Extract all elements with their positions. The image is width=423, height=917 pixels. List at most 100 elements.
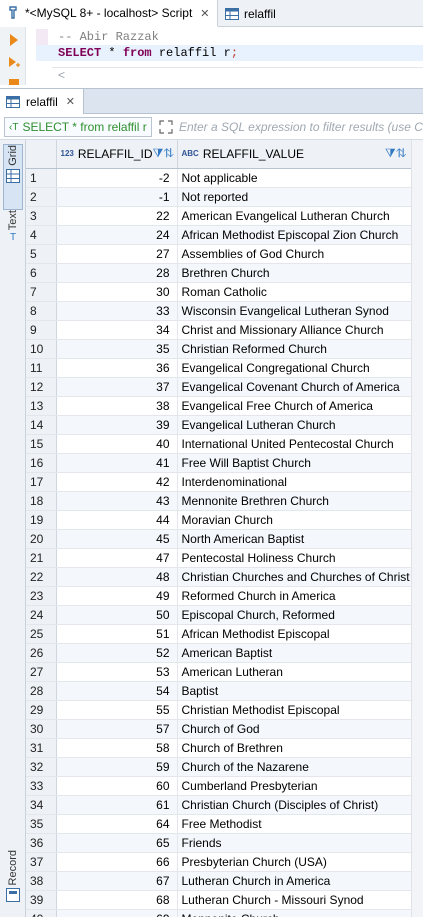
cell-relaffil-value[interactable]: Evangelical Covenant Church of America <box>177 377 412 397</box>
cell-relaffil-id[interactable]: 61 <box>56 795 178 815</box>
cell-relaffil-value[interactable]: Cumberland Presbyterian <box>177 776 412 796</box>
cell-relaffil-value[interactable]: Reformed Church in America <box>177 586 412 606</box>
cell-relaffil-value[interactable]: Christ and Missionary Alliance Church <box>177 320 412 340</box>
cell-relaffil-value[interactable]: Wisconsin Evangelical Lutheran Synod <box>177 301 412 321</box>
cell-relaffil-id[interactable]: 38 <box>56 396 178 416</box>
cell-relaffil-value[interactable]: Mennonite Brethren Church <box>177 491 412 511</box>
tab-script[interactable]: *<MySQL 8+ - localhost> Script ✕ <box>0 0 218 27</box>
cell-relaffil-value[interactable]: Christian Methodist Episcopal <box>177 700 412 720</box>
cell-relaffil-id[interactable]: 36 <box>56 358 178 378</box>
cell-relaffil-id[interactable]: -2 <box>56 168 178 188</box>
query-preview[interactable]: ‹T SELECT * from relaffil r <box>4 117 152 137</box>
cell-relaffil-id[interactable]: 66 <box>56 852 178 872</box>
table-row[interactable]: 35 64 Free Methodist <box>26 814 412 834</box>
cell-relaffil-value[interactable]: Roman Catholic <box>177 282 412 302</box>
filter-input[interactable]: Enter a SQL expression to filter results… <box>179 120 423 134</box>
cell-relaffil-id[interactable]: 65 <box>56 833 178 853</box>
scroll-left-arrow[interactable]: < <box>58 68 66 82</box>
cell-relaffil-id[interactable]: 37 <box>56 377 178 397</box>
cell-relaffil-value[interactable]: Free Methodist <box>177 814 412 834</box>
table-row[interactable]: 27 53 American Lutheran <box>26 662 412 682</box>
cell-relaffil-id[interactable]: 34 <box>56 320 178 340</box>
execute-script-icon[interactable] <box>8 56 20 70</box>
cell-relaffil-id[interactable]: 48 <box>56 567 178 587</box>
table-row[interactable]: 19 44 Moravian Church <box>26 510 412 530</box>
cell-relaffil-id[interactable]: 41 <box>56 453 178 473</box>
cell-relaffil-id[interactable]: 33 <box>56 301 178 321</box>
table-row[interactable]: 11 36 Evangelical Congregational Church <box>26 358 412 378</box>
table-row[interactable]: 10 35 Christian Reformed Church <box>26 339 412 359</box>
table-row[interactable]: 15 40 International United Pentecostal Chu… <box>26 434 412 454</box>
cell-relaffil-id[interactable]: 50 <box>56 605 178 625</box>
results-grid[interactable]: 123 RELAFFIL_ID ⧩⇅ ABC RELAFFIL_VALUE ⧩⇅… <box>26 140 423 917</box>
cell-relaffil-value[interactable]: African Methodist Episcopal Zion Church <box>177 225 412 245</box>
cell-relaffil-id[interactable]: 52 <box>56 643 178 663</box>
cell-relaffil-id[interactable]: 24 <box>56 225 178 245</box>
table-row[interactable]: 39 68 Lutheran Church - Missouri Synod <box>26 890 412 910</box>
table-row[interactable]: 24 50 Episcopal Church, Reformed <box>26 605 412 625</box>
close-icon[interactable]: ✕ <box>65 96 76 108</box>
cell-relaffil-value[interactable]: North American Baptist <box>177 529 412 549</box>
cell-relaffil-id[interactable]: 57 <box>56 719 178 739</box>
table-row[interactable]: 12 37 Evangelical Covenant Church of Ameri… <box>26 377 412 397</box>
table-row[interactable]: 4069Mennonite Church <box>26 909 412 917</box>
cell-relaffil-value[interactable]: International United Pentecostal Church <box>177 434 412 454</box>
cell-relaffil-value[interactable]: Evangelical Congregational Church <box>177 358 412 378</box>
cell-relaffil-id[interactable]: 27 <box>56 244 178 264</box>
filter-sort-icon[interactable]: ⧩⇅ <box>152 146 175 161</box>
cell-relaffil-id[interactable]: 35 <box>56 339 178 359</box>
table-row[interactable]: 14 39 Evangelical Lutheran Church <box>26 415 412 435</box>
table-row[interactable]: 5 27 Assemblies of God Church <box>26 244 412 264</box>
cell-relaffil-id[interactable]: 42 <box>56 472 178 492</box>
cell-relaffil-value[interactable]: Interdenominational <box>177 472 412 492</box>
table-row[interactable]: 29 55 Christian Methodist Episcopal <box>26 700 412 720</box>
cell-relaffil-id[interactable]: 45 <box>56 529 178 549</box>
tab-relaffil[interactable]: relaffil <box>219 0 309 27</box>
cell-relaffil-value[interactable]: Not applicable <box>177 168 412 188</box>
cell-relaffil-id[interactable]: 58 <box>56 738 178 758</box>
cell-relaffil-id[interactable]: 60 <box>56 776 178 796</box>
table-row[interactable]: 33 60 Cumberland Presbyterian <box>26 776 412 796</box>
table-row[interactable]: 25 51 African Methodist Episcopal <box>26 624 412 644</box>
sql-editor[interactable]: -- Abir Razzak SELECT * from relaffil r;… <box>0 27 423 85</box>
cell-relaffil-id[interactable]: 67 <box>56 871 178 891</box>
cell-relaffil-value[interactable]: Baptist <box>177 681 412 701</box>
explain-plan-icon[interactable] <box>8 77 20 85</box>
table-row[interactable]: 31 58 Church of Brethren <box>26 738 412 758</box>
grid-vertical-scrollbar[interactable] <box>411 140 423 917</box>
cell-relaffil-id[interactable]: 55 <box>56 700 178 720</box>
table-row[interactable]: 38 67 Lutheran Church in America <box>26 871 412 891</box>
cell-relaffil-value[interactable]: American Evangelical Lutheran Church <box>177 206 412 226</box>
cell-relaffil-value[interactable]: American Baptist <box>177 643 412 663</box>
table-row[interactable]: 6 28 Brethren Church <box>26 263 412 283</box>
cell-relaffil-value[interactable]: African Methodist Episcopal <box>177 624 412 644</box>
cell-relaffil-value[interactable]: Church of Brethren <box>177 738 412 758</box>
cell-relaffil-id[interactable]: 49 <box>56 586 178 606</box>
tab-results-relaffil[interactable]: relaffil ✕ <box>0 89 84 114</box>
cell-relaffil-id[interactable]: 40 <box>56 434 178 454</box>
expand-icon[interactable] <box>158 118 174 136</box>
tab-text[interactable]: Text T <box>3 210 23 262</box>
close-icon[interactable]: ✕ <box>200 7 210 20</box>
table-row[interactable]: 30 57 Church of God <box>26 719 412 739</box>
cell-relaffil-value[interactable]: Episcopal Church, Reformed <box>177 605 412 625</box>
table-row[interactable]: 16 41 Free Will Baptist Church <box>26 453 412 473</box>
cell-relaffil-value[interactable]: Christian Reformed Church <box>177 339 412 359</box>
cell-relaffil-value[interactable]: American Lutheran <box>177 662 412 682</box>
table-row[interactable]: 32 59 Church of the Nazarene <box>26 757 412 777</box>
table-row[interactable]: 9 34 Christ and Missionary Alliance Church <box>26 320 412 340</box>
cell-relaffil-id[interactable]: 47 <box>56 548 178 568</box>
cell-relaffil-value[interactable]: Evangelical Lutheran Church <box>177 415 412 435</box>
cell-relaffil-value[interactable]: Pentecostal Holiness Church <box>177 548 412 568</box>
table-row[interactable]: 8 33 Wisconsin Evangelical Lutheran Synod <box>26 301 412 321</box>
cell-relaffil-id[interactable]: 43 <box>56 491 178 511</box>
table-row[interactable]: 18 43 Mennonite Brethren Church <box>26 491 412 511</box>
table-row[interactable]: 20 45 North American Baptist <box>26 529 412 549</box>
column-header-relaffil-value[interactable]: ABC RELAFFIL_VALUE ⧩⇅ <box>177 140 412 169</box>
cell-relaffil-id[interactable]: 22 <box>56 206 178 226</box>
table-row[interactable]: 23 49 Reformed Church in America <box>26 586 412 606</box>
cell-relaffil-id[interactable]: 44 <box>56 510 178 530</box>
table-row[interactable]: 4 24 African Methodist Episcopal Zion Chur… <box>26 225 412 245</box>
table-row[interactable]: 13 38 Evangelical Free Church of America <box>26 396 412 416</box>
table-row[interactable]: 7 30 Roman Catholic <box>26 282 412 302</box>
